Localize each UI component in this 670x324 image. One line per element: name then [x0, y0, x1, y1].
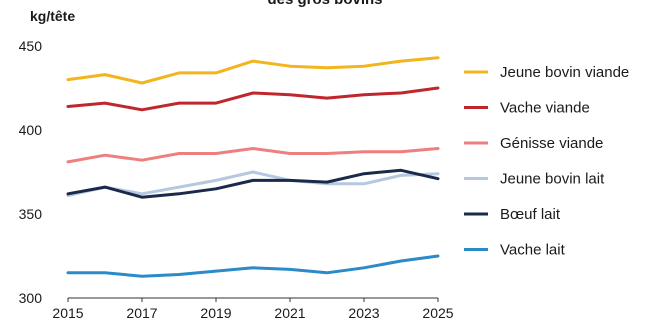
- x-tick-label: 2015: [52, 305, 83, 321]
- chart-title: des gros bovins: [267, 0, 382, 8]
- x-tick-label: 2019: [200, 305, 231, 321]
- series-line-4: [66, 168, 440, 199]
- series-line-1: [66, 86, 440, 112]
- x-tick-label: 2017: [126, 305, 157, 321]
- axes: 300 350 400 450 2015 2017 2019 2021 2023 2025: [19, 38, 454, 321]
- x-tick-label: 2021: [274, 305, 305, 321]
- series-line-0: [66, 56, 440, 85]
- y-axis-unit: kg/tête: [30, 8, 75, 24]
- y-tick-label: 400: [19, 122, 43, 138]
- legend-label-5: Vache lait: [500, 242, 566, 259]
- series-lines: [66, 56, 440, 278]
- x-tick-label: 2023: [348, 305, 379, 321]
- legend-label-0: Jeune bovin viande: [500, 64, 629, 81]
- series-line-5: [66, 254, 440, 278]
- legend-label-1: Vache viande: [500, 100, 590, 117]
- y-tick-label: 300: [19, 290, 43, 306]
- series-line-3: [66, 170, 440, 197]
- y-tick-label: 450: [19, 38, 43, 54]
- series-line-2: [66, 147, 440, 164]
- legend-label-3: Jeune bovin lait: [500, 171, 605, 188]
- legend: Jeune bovin viande Vache viande Génisse vi…: [464, 64, 629, 259]
- x-tick-label: 2025: [422, 305, 453, 321]
- legend-label-2: Génisse viande: [500, 135, 603, 152]
- y-tick-label: 350: [19, 206, 43, 222]
- legend-label-4: Bœuf lait: [500, 206, 561, 223]
